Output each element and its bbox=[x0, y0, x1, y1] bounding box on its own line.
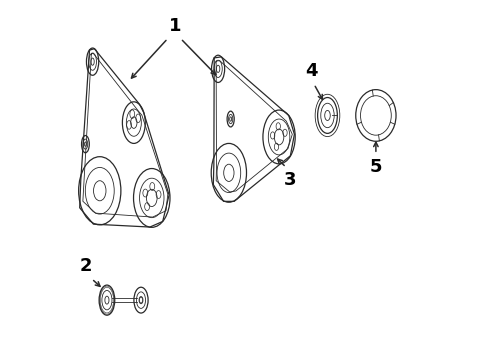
Text: 4: 4 bbox=[305, 62, 318, 80]
Text: 2: 2 bbox=[79, 257, 92, 275]
Text: 1: 1 bbox=[169, 17, 181, 35]
Text: 3: 3 bbox=[284, 171, 296, 189]
Text: 5: 5 bbox=[369, 158, 382, 176]
